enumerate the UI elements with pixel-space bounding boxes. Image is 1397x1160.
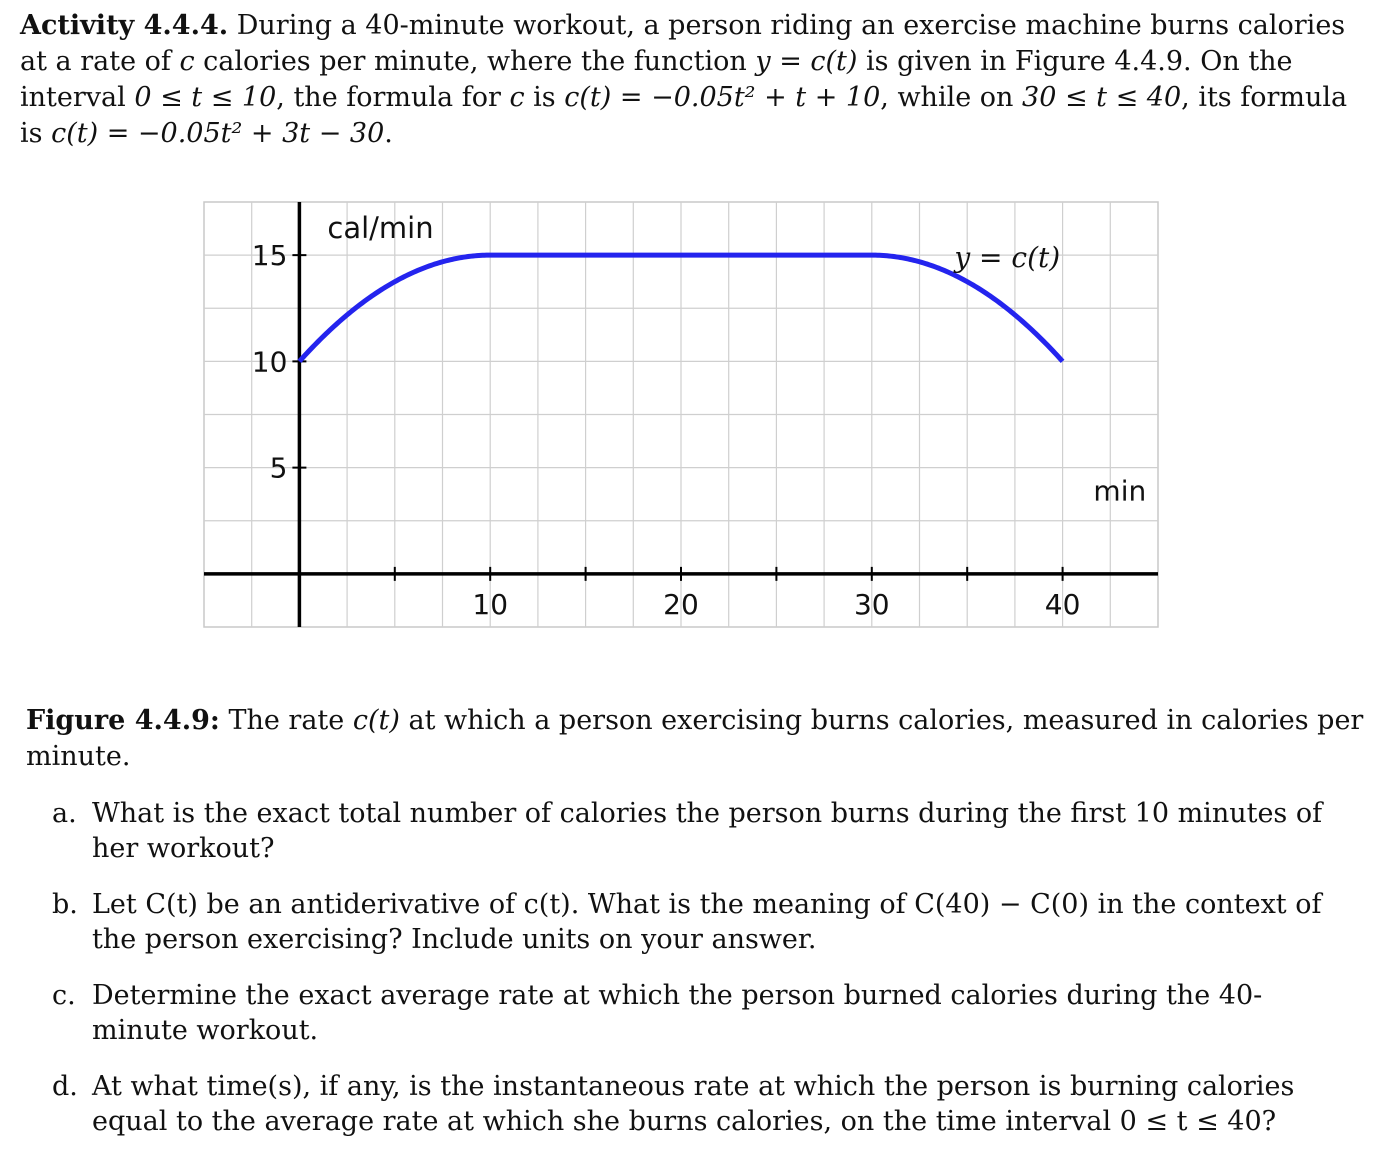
math-c: c	[509, 82, 525, 113]
question-label: a.	[52, 798, 77, 829]
y-tick-label: 15	[252, 239, 288, 272]
math-formula: c(t) = −0.05t² + t + 10	[564, 82, 881, 113]
question-label: b.	[52, 889, 78, 920]
question-item: b. Let C(t) be an antiderivative of c(t).…	[52, 887, 1352, 957]
question-item: a. What is the exact total number of calo…	[52, 796, 1352, 866]
question-item: c. Determine the exact average rate at wh…	[52, 978, 1352, 1048]
x-tick-label: 40	[1045, 588, 1081, 621]
activity-heading: Activity 4.4.4.	[20, 10, 229, 41]
math-c: c	[179, 46, 195, 77]
y-tick-label: 5	[270, 452, 288, 485]
caption-text: at which a person exercising burns calor…	[26, 705, 1364, 772]
math-ct: c(t)	[352, 705, 400, 736]
activity-text: calories per minute, where the function	[194, 46, 756, 77]
activity-text: .	[384, 118, 393, 149]
x-tick-label: 30	[854, 588, 890, 621]
question-list: a. What is the exact total number of calo…	[52, 796, 1352, 1139]
series-line	[297, 252, 1065, 364]
question-label: d.	[52, 1071, 78, 1102]
question-text: What is the exact total number of calori…	[92, 798, 1323, 864]
math-formula: c(t) = −0.05t² + 3t − 30	[51, 118, 385, 149]
question-text: At what time(s), if any, is the instanta…	[92, 1071, 1295, 1137]
curve-label: y = c(t)	[952, 241, 1060, 274]
activity-text: During a 40-minute workout, a person rid…	[20, 10, 1346, 77]
question-text: Determine the exact average rate at whic…	[92, 980, 1263, 1046]
activity-text: , its formula is	[20, 82, 1348, 149]
x-tick-label: 20	[663, 588, 699, 621]
activity-text: , the formula for	[276, 82, 510, 113]
question-text: Let C(t) be an antiderivative of c(t). W…	[92, 889, 1322, 955]
figure-caption: Figure 4.4.9: The rate c(t) at which a p…	[26, 703, 1366, 775]
caption-label: Figure 4.4.9:	[26, 705, 220, 736]
activity-text: is	[524, 82, 565, 113]
y-axis-label: cal/min	[327, 211, 433, 245]
y-tick-label: 10	[252, 345, 288, 378]
activity-text: , while on	[880, 82, 1023, 113]
question-label: c.	[52, 980, 76, 1011]
math-interval: 30 ≤ t ≤ 40	[1022, 82, 1182, 113]
math-function: y = c(t)	[755, 46, 858, 77]
x-axis-label: min	[1093, 475, 1146, 508]
activity-statement: Activity 4.4.4. During a 40-minute worko…	[20, 8, 1360, 152]
calorie-rate-chart: 10 20 30 40 5 10 15 cal/min min y = c(t)	[203, 201, 1159, 628]
x-tick-label: 10	[472, 588, 508, 621]
activity-text: is given in Figure 4.4.9. On the interva…	[20, 46, 1293, 113]
question-item: d. At what time(s), if any, is the instan…	[52, 1069, 1352, 1139]
caption-text: The rate	[219, 705, 353, 736]
math-interval: 0 ≤ t ≤ 10	[134, 82, 277, 113]
